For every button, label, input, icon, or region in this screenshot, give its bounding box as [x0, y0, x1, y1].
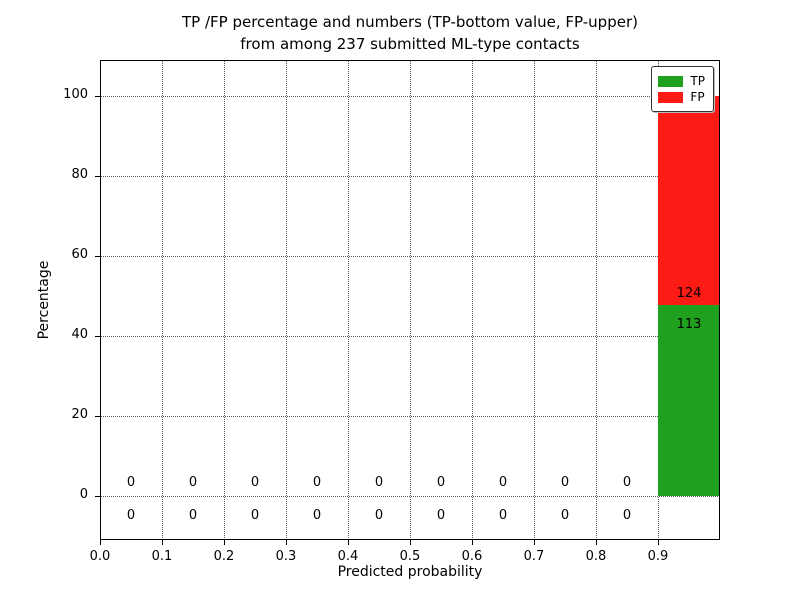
gridline-vertical	[534, 60, 535, 540]
x-tick	[162, 540, 163, 545]
x-axis-label: Predicted probability	[337, 564, 483, 580]
gridline-vertical	[596, 60, 597, 540]
fp-count-label: 124	[676, 286, 702, 302]
x-tick	[534, 540, 535, 545]
tp-count-label: 113	[676, 317, 702, 333]
chart-title: TP /FP percentage and numbers (TP-bottom…	[100, 12, 720, 56]
legend-item-tp: TP	[658, 74, 705, 88]
gridline-horizontal	[100, 416, 720, 417]
x-tick	[596, 540, 597, 545]
tp-count-label: 0	[436, 508, 446, 524]
gridline-horizontal	[100, 496, 720, 497]
tp-count-label: 0	[498, 508, 508, 524]
y-tick-label: 20	[71, 407, 88, 422]
fp-count-label: 0	[374, 475, 384, 490]
y-tick-label: 80	[71, 167, 88, 182]
x-tick	[348, 540, 349, 545]
gridline-horizontal	[100, 336, 720, 337]
y-tick	[95, 96, 100, 97]
gridline-vertical	[100, 60, 101, 540]
tp-legend-swatch	[658, 75, 684, 87]
gridline-horizontal	[100, 176, 720, 177]
y-tick	[95, 416, 100, 417]
x-tick-label: 0.0	[89, 549, 111, 564]
tp-count-label: 0	[622, 508, 632, 524]
tp-legend-label: TP	[690, 74, 705, 88]
bar-fp	[658, 96, 720, 306]
y-tick	[95, 256, 100, 257]
gridline-horizontal	[100, 256, 720, 257]
x-tick-label: 0.7	[523, 549, 545, 564]
x-tick	[658, 540, 659, 545]
chart-title-line2: from among 237 submitted ML-type contact…	[240, 34, 580, 53]
x-tick-label: 0.9	[647, 549, 669, 564]
gridline-vertical	[472, 60, 473, 540]
fp-count-label: 0	[498, 475, 508, 490]
chart-title-line1: TP /FP percentage and numbers (TP-bottom…	[182, 13, 638, 31]
y-tick	[95, 336, 100, 337]
x-tick-label: 0.4	[337, 549, 359, 564]
fp-count-label: 0	[250, 475, 260, 490]
fp-legend-swatch	[658, 91, 684, 103]
x-tick-label: 0.3	[275, 549, 297, 564]
tp-count-label: 0	[126, 508, 136, 524]
x-tick-label: 0.6	[461, 549, 483, 564]
gridline-vertical	[348, 60, 349, 540]
fp-count-label: 0	[436, 475, 446, 490]
x-tick	[100, 540, 101, 545]
tp-count-label: 0	[188, 508, 198, 524]
x-tick-label: 0.2	[213, 549, 235, 564]
legend-item-fp: FP	[658, 90, 705, 104]
fp-count-label: 0	[312, 475, 322, 490]
y-tick-label: 100	[63, 87, 88, 102]
gridline-vertical	[224, 60, 225, 540]
x-tick-label: 0.5	[399, 549, 421, 564]
x-tick	[410, 540, 411, 545]
bar-tp	[658, 305, 720, 496]
tp-count-label: 0	[560, 508, 570, 524]
fp-count-label: 0	[622, 475, 632, 490]
y-tick-label: 60	[71, 247, 88, 262]
y-tick	[95, 176, 100, 177]
x-tick	[472, 540, 473, 545]
x-tick-label: 0.1	[151, 549, 173, 564]
tp-count-label: 0	[312, 508, 322, 524]
fp-count-label: 0	[560, 475, 570, 490]
x-tick	[286, 540, 287, 545]
tp-count-label: 0	[374, 508, 384, 524]
y-tick-label: 0	[79, 487, 88, 502]
gridline-vertical	[162, 60, 163, 540]
gridline-vertical	[286, 60, 287, 540]
x-tick	[224, 540, 225, 545]
fp-count-label: 0	[126, 475, 136, 490]
y-tick-label: 40	[71, 327, 88, 342]
legend: TP FP	[651, 66, 714, 112]
gridline-horizontal	[100, 96, 720, 97]
fp-count-label: 0	[188, 475, 198, 490]
y-tick	[95, 496, 100, 497]
x-tick-label: 0.8	[585, 549, 607, 564]
tp-count-label: 0	[250, 508, 260, 524]
fp-legend-label: FP	[690, 90, 705, 104]
gridline-vertical	[410, 60, 411, 540]
